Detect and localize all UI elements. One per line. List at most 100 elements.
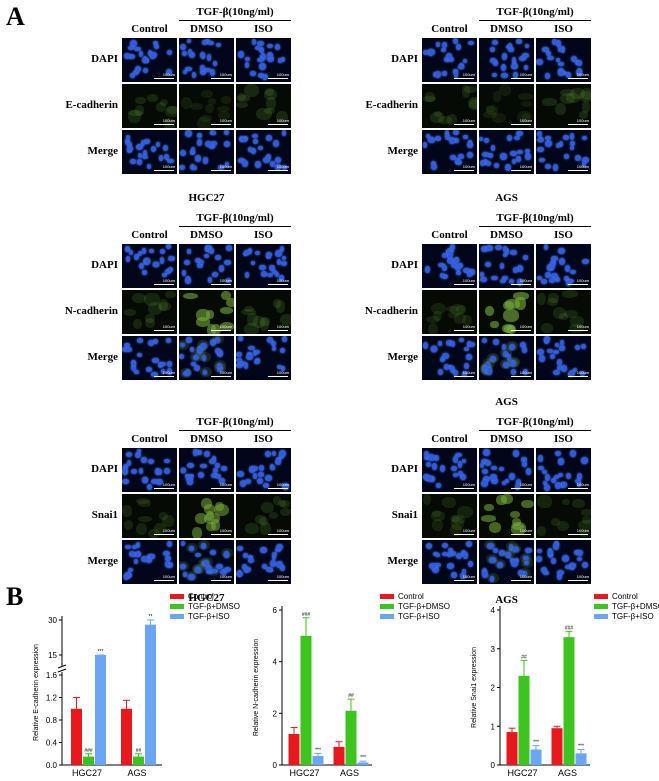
nucleus (462, 58, 468, 63)
nucleus (245, 478, 252, 484)
column-label-dmso: DMSO (490, 229, 523, 241)
nucleus (261, 73, 268, 81)
nucleus (182, 69, 187, 74)
nucleus (205, 569, 213, 575)
nucleus (463, 346, 470, 352)
nucleus (200, 543, 206, 549)
nucleus (439, 273, 444, 278)
bar-control (506, 732, 518, 765)
scale-bar (568, 78, 588, 79)
scale-bar (154, 330, 174, 331)
nucleus (244, 272, 249, 278)
nucleus (424, 455, 431, 461)
nucleus (427, 454, 435, 461)
scale-bar-label: 100um (576, 528, 589, 533)
nucleus (251, 148, 256, 155)
nucleus (185, 130, 192, 138)
nucleus (250, 70, 257, 76)
nucleus (558, 61, 564, 67)
stained-cell (461, 315, 472, 325)
micrograph-image: 100um (122, 336, 177, 380)
nucleus (189, 347, 195, 352)
stained-cell (536, 292, 546, 306)
nucleus (445, 52, 453, 60)
nucleus (163, 154, 169, 161)
nucleus (563, 135, 569, 141)
stained-cell (578, 91, 591, 103)
nucleus (200, 463, 207, 469)
nucleus (256, 40, 264, 47)
nucleus (505, 551, 511, 559)
scale-bar-label: 100um (576, 324, 589, 329)
scale-bar-label: 100um (219, 528, 232, 533)
nucleus (554, 342, 560, 347)
y-tick-label: 30 (48, 616, 57, 625)
nucleus (490, 57, 497, 64)
nucleus (545, 473, 550, 481)
nucleus (152, 339, 158, 344)
micrograph-image: 100um (422, 336, 477, 380)
nucleus (156, 478, 163, 486)
nucleus (564, 275, 570, 281)
nucleus (504, 248, 510, 255)
nucleus (199, 51, 206, 59)
nucleus (551, 262, 556, 270)
scale-bar (511, 376, 531, 377)
nucleus (502, 252, 508, 258)
micrograph-image: 100um (536, 84, 591, 128)
nucleus (251, 38, 256, 46)
stained-cell (491, 112, 507, 123)
nucleus (466, 141, 473, 148)
column-label-dmso: DMSO (490, 23, 523, 35)
column-label-control: Control (431, 229, 468, 241)
stained-cell (433, 111, 443, 118)
nucleus (134, 46, 141, 51)
nucleus (491, 72, 498, 78)
nucleus (189, 545, 194, 552)
nucleus (423, 450, 430, 458)
nucleus (479, 272, 485, 277)
nucleus (184, 66, 192, 72)
nucleus (150, 145, 157, 153)
nucleus (205, 564, 213, 572)
nucleus (492, 60, 499, 66)
nucleus (508, 43, 513, 48)
nucleus (142, 149, 147, 157)
scale-bar (568, 534, 588, 535)
nucleus (259, 63, 266, 71)
nucleus (450, 465, 458, 472)
nucleus (569, 450, 576, 457)
micrograph-image: 100um (122, 38, 177, 82)
nucleus (184, 259, 190, 265)
legend-swatch (594, 594, 608, 599)
stained-cell (483, 110, 498, 119)
nucleus (187, 479, 193, 485)
nucleus (487, 153, 493, 158)
scale-bar-label: 100um (576, 118, 589, 123)
nucleus (516, 130, 523, 136)
micrograph-image: 100um (179, 290, 234, 334)
nucleus (259, 53, 267, 61)
nucleus (146, 557, 153, 564)
nucleus (265, 474, 273, 482)
nucleus (138, 262, 145, 270)
axis-break-mark (57, 668, 67, 673)
nucleus (467, 561, 474, 568)
nucleus (184, 277, 191, 285)
nucleus (212, 130, 217, 136)
nucleus (156, 141, 161, 147)
nucleus (248, 345, 256, 351)
nucleus (203, 253, 210, 259)
scale-bar (211, 78, 231, 79)
stained-cell (217, 110, 231, 121)
stained-cell (579, 528, 590, 537)
stained-cell (159, 98, 169, 107)
nucleus (509, 361, 516, 367)
scale-bar-label: 100um (462, 482, 475, 487)
stained-cell (268, 511, 279, 520)
nucleus (137, 352, 142, 357)
bar-tgf-iso (312, 755, 324, 765)
nucleus (501, 64, 507, 72)
nucleus (179, 165, 186, 170)
